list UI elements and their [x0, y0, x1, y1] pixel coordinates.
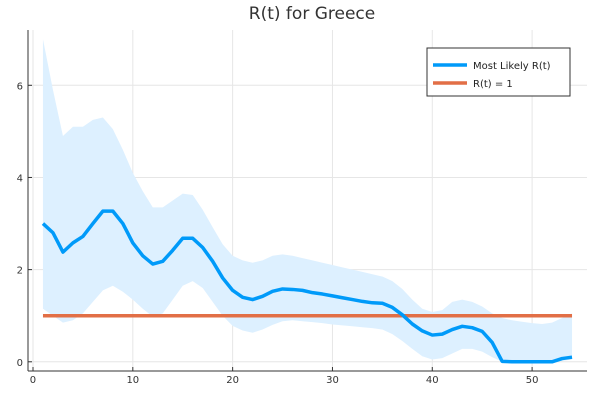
y-tick-label: 2 [17, 266, 23, 277]
x-tick-label: 20 [226, 375, 239, 386]
axes-layer [27, 30, 587, 372]
y-tick-label: 4 [17, 173, 23, 184]
y-tick-label: 0 [17, 358, 23, 369]
y-tick-label: 6 [17, 81, 23, 92]
x-tick-label: 50 [526, 375, 539, 386]
legend-box [426, 47, 571, 97]
confidence-band-layer [42, 39, 573, 362]
series-line-most-likely [41, 209, 573, 364]
legend-label-r-equals-1: R(t) = 1 [473, 79, 513, 90]
legend: Most Likely R(t) R(t) = 1 [426, 47, 571, 97]
x-tick-label: 40 [426, 375, 439, 386]
legend-label-most-likely: Most Likely R(t) [473, 61, 551, 72]
confidence-band [42, 39, 573, 362]
tick-labels-layer: 0 10 20 30 40 50 0 2 4 6 [17, 81, 539, 386]
x-tick-label: 30 [326, 375, 339, 386]
x-tick-label: 0 [30, 375, 36, 386]
series-layer [41, 209, 573, 364]
chart-title: R(t) for Greece [249, 4, 375, 24]
x-tick-label: 10 [126, 375, 139, 386]
